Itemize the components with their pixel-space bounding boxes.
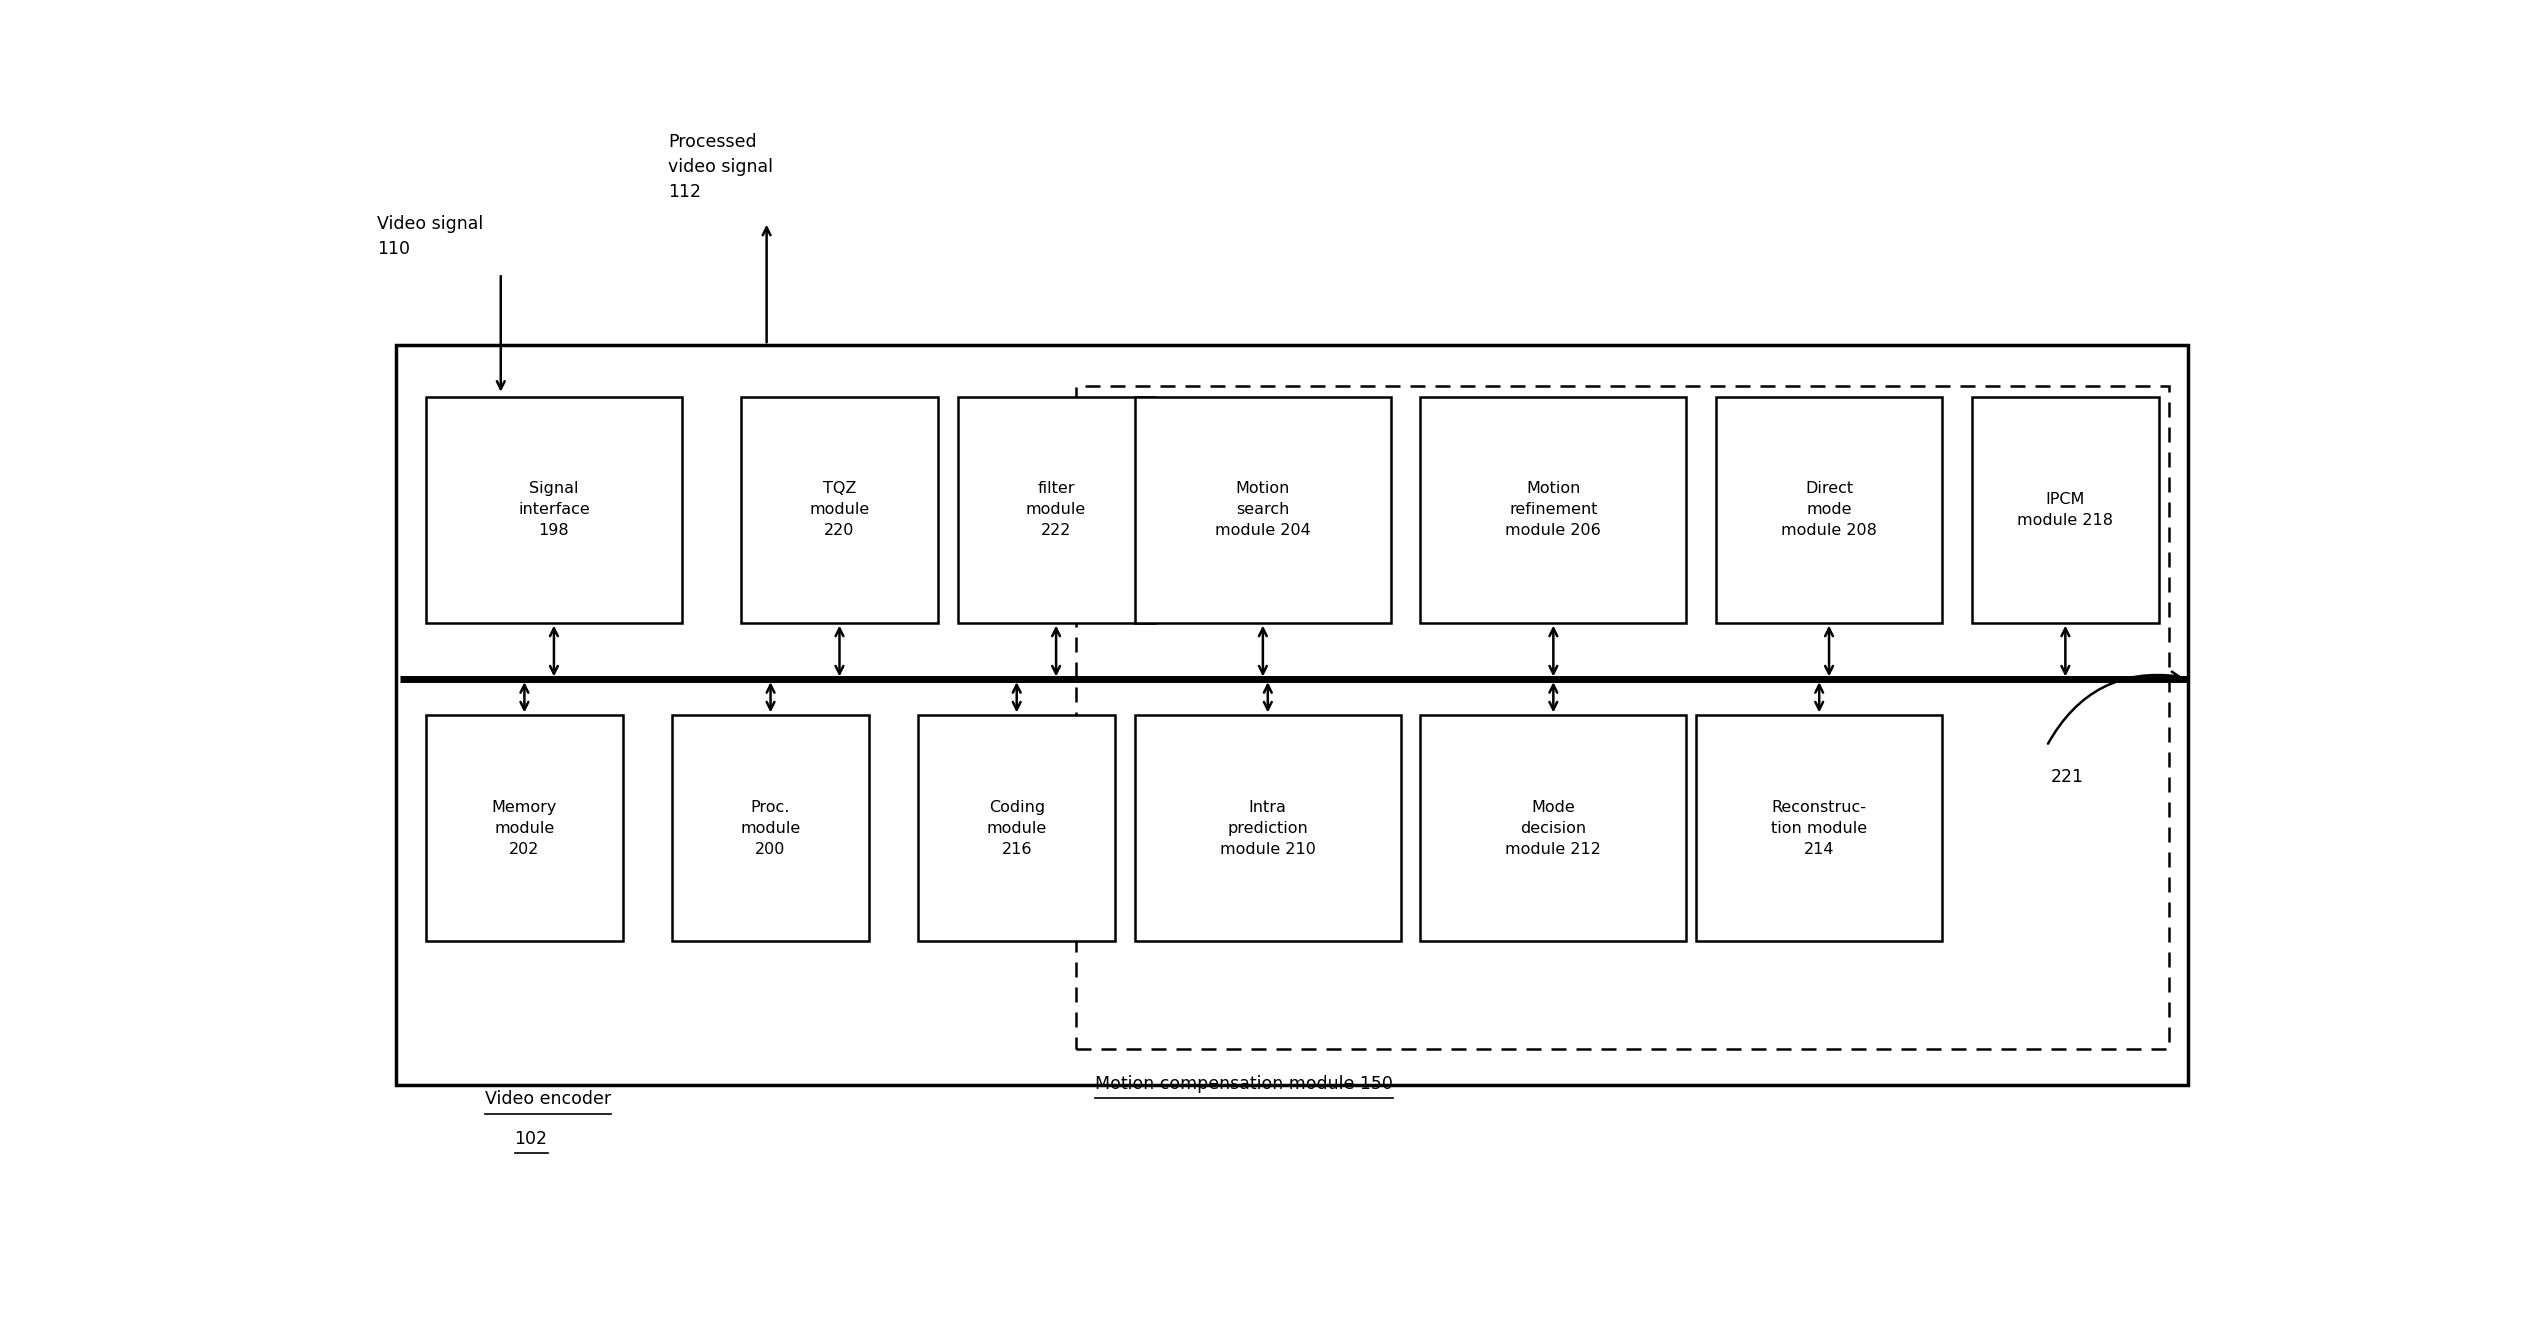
FancyBboxPatch shape (396, 346, 2188, 1085)
Text: 221: 221 (2051, 768, 2084, 786)
Text: Motion
refinement
module 206: Motion refinement module 206 (1504, 481, 1601, 538)
Text: Direct
mode
module 208: Direct mode module 208 (1781, 481, 1878, 538)
Text: TQZ
module
220: TQZ module 220 (811, 481, 869, 538)
Text: Mode
decision
module 212: Mode decision module 212 (1504, 800, 1601, 857)
Text: Video signal
110: Video signal 110 (376, 215, 483, 258)
FancyBboxPatch shape (671, 716, 869, 941)
FancyBboxPatch shape (1715, 396, 1941, 622)
Text: Motion compensation module 150: Motion compensation module 150 (1095, 1075, 1392, 1093)
Text: Memory
module
202: Memory module 202 (493, 800, 556, 857)
Text: Coding
module
216: Coding module 216 (986, 800, 1047, 857)
FancyBboxPatch shape (1420, 716, 1687, 941)
FancyBboxPatch shape (742, 396, 938, 622)
FancyBboxPatch shape (1972, 396, 2160, 622)
FancyBboxPatch shape (1136, 716, 1400, 941)
FancyBboxPatch shape (427, 396, 681, 622)
FancyBboxPatch shape (917, 716, 1115, 941)
Text: Processed
video signal
112: Processed video signal 112 (668, 134, 772, 202)
Text: filter
module
222: filter module 222 (1027, 481, 1085, 538)
Text: IPCM
module 218: IPCM module 218 (2018, 491, 2114, 527)
Text: Video encoder: Video encoder (485, 1091, 612, 1108)
Text: 102: 102 (513, 1129, 546, 1148)
FancyBboxPatch shape (427, 716, 623, 941)
Text: Signal
interface
198: Signal interface 198 (518, 481, 590, 538)
FancyBboxPatch shape (958, 396, 1154, 622)
FancyBboxPatch shape (1697, 716, 1941, 941)
FancyBboxPatch shape (1420, 396, 1687, 622)
Text: Reconstruc-
tion module
214: Reconstruc- tion module 214 (1771, 800, 1868, 857)
FancyBboxPatch shape (1136, 396, 1390, 622)
Text: Proc.
module
200: Proc. module 200 (739, 800, 800, 857)
Text: Motion
search
module 204: Motion search module 204 (1215, 481, 1311, 538)
Text: Intra
prediction
module 210: Intra prediction module 210 (1220, 800, 1316, 857)
